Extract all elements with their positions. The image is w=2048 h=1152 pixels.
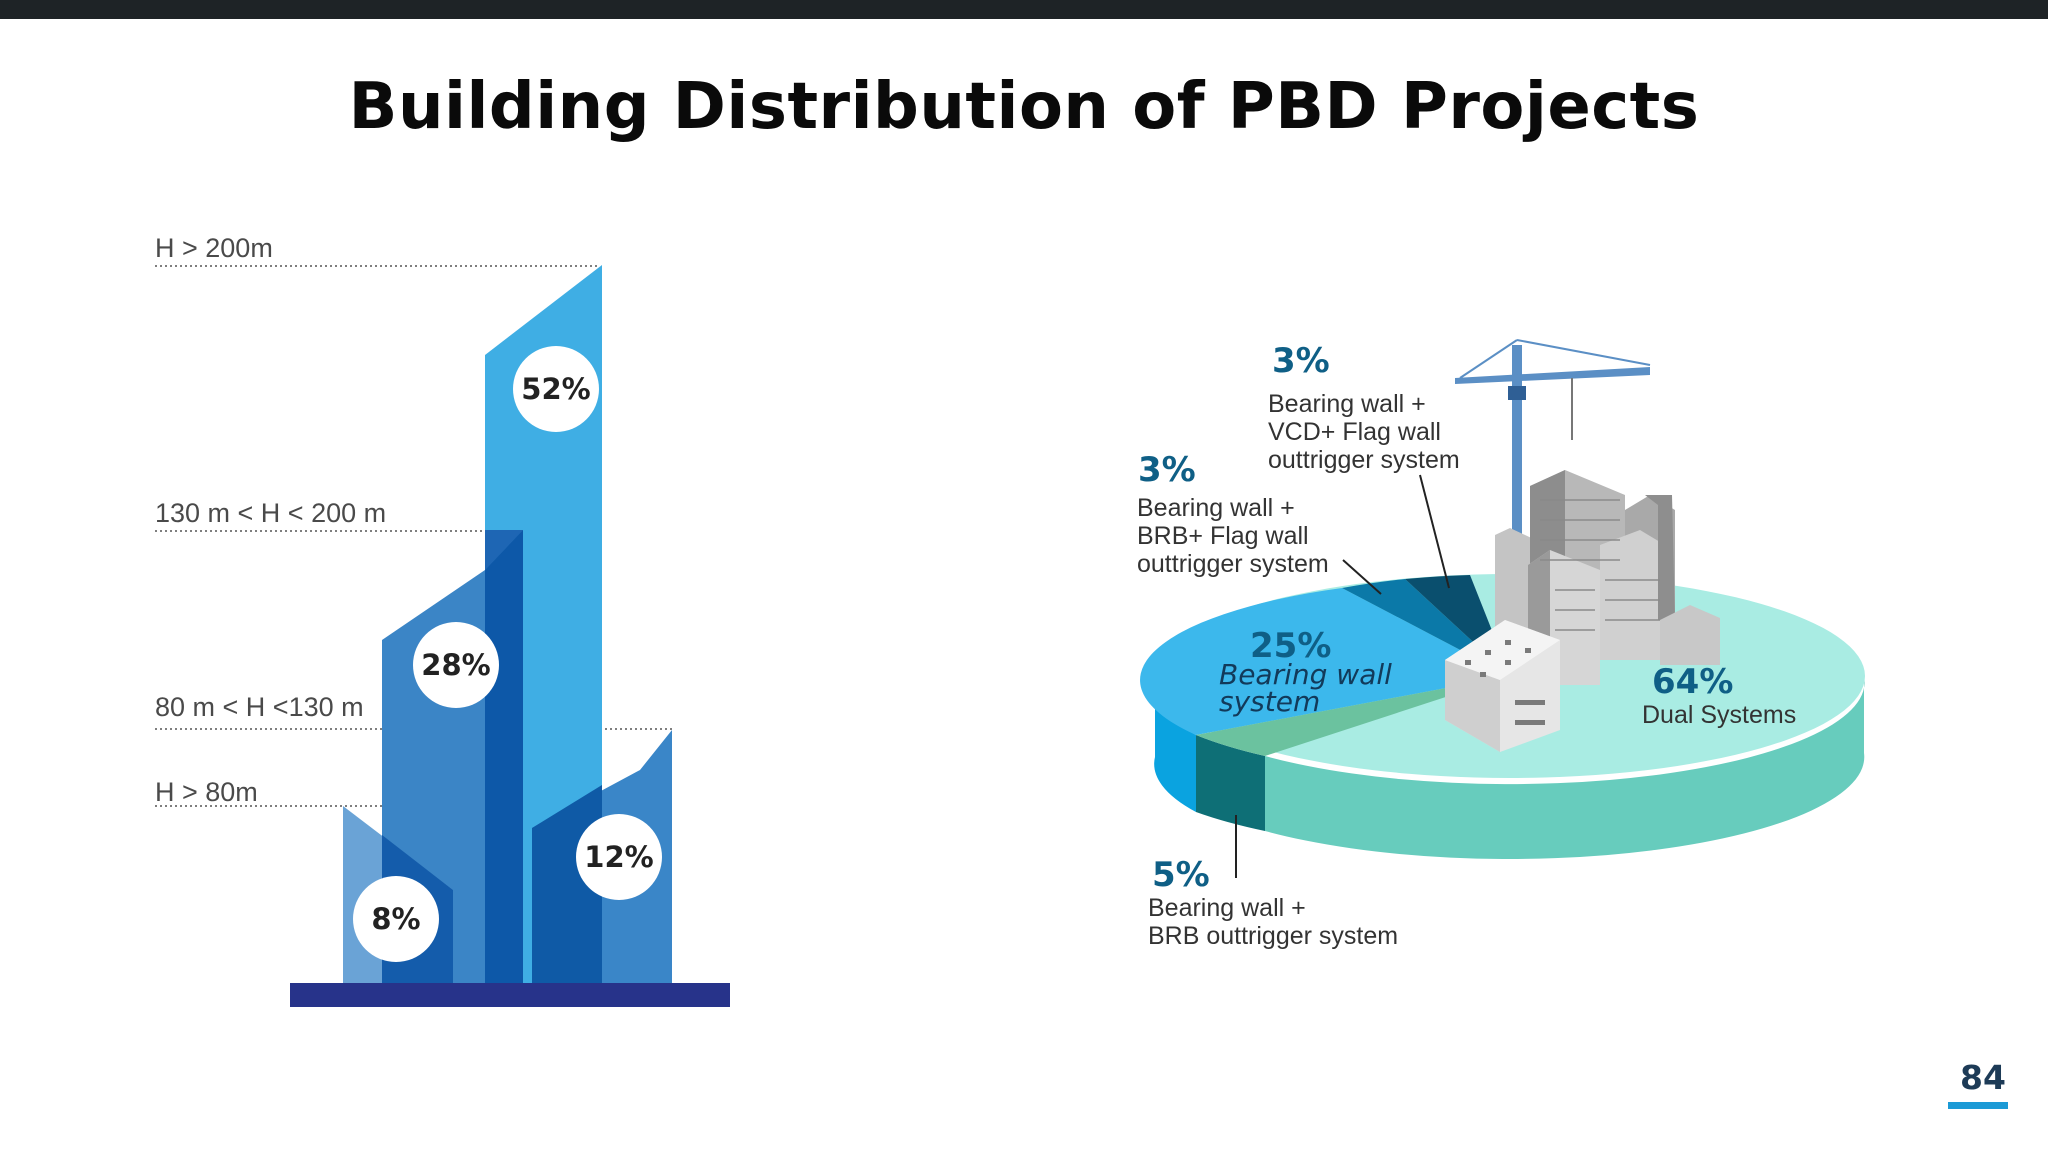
- pie-side-brb: [1196, 735, 1265, 831]
- pct-label-8: 8%: [371, 902, 420, 936]
- height-label-1: 130 m < H < 200 m: [155, 498, 386, 528]
- pie-side-dual: [1265, 676, 1865, 859]
- pie-top-brb: [1196, 676, 1510, 756]
- page-number-underline: [1948, 1102, 2008, 1109]
- pie-label-dual-line-0: Dual Systems: [1642, 701, 1796, 729]
- pie-label-brb-line-0: Bearing wall +: [1148, 894, 1306, 922]
- pie-label-vcd-pct: 3%: [1272, 341, 1330, 381]
- pct-circle-52: [513, 346, 599, 432]
- city-buildings: [1445, 470, 1720, 752]
- height-label-2: 80 m < H <130 m: [155, 692, 364, 722]
- pct-circle-28: [413, 622, 499, 708]
- pie-chart: 3% Bearing wall + VCD+ Flag wall outtrig…: [1137, 339, 1865, 950]
- pie-label-bearing-line-1: system: [1219, 685, 1320, 718]
- pie-label-bearing-pct: 25%: [1250, 626, 1331, 666]
- leader-brb-flag: [1342, 559, 1382, 595]
- pie-label-brbflag-line-0: Bearing wall +: [1137, 494, 1295, 522]
- pct-label-28: 28%: [421, 648, 490, 682]
- height-label-0: H > 200m: [155, 233, 273, 263]
- pie-label-vcd-line-2: outtrigger system: [1268, 446, 1460, 474]
- leader-vcd: [1419, 474, 1450, 589]
- pie-label-brb-pct: 5%: [1152, 855, 1210, 895]
- pie-label-vcd-line-0: Bearing wall +: [1268, 390, 1426, 418]
- pie-label-brbflag-line-2: outtrigger system: [1137, 550, 1329, 578]
- pct-circle-8: [353, 876, 439, 962]
- page-number: 84: [1960, 1058, 2006, 1097]
- height-label-3: H > 80m: [155, 777, 258, 807]
- building-28-dark: [485, 530, 523, 983]
- pct-circle-12: [576, 814, 662, 900]
- building-chart: H > 200m 130 m < H < 200 m 80 m < H <130…: [155, 233, 730, 1007]
- pie-label-brbflag-pct: 3%: [1138, 450, 1196, 490]
- pct-label-52: 52%: [521, 372, 590, 406]
- building-base: [290, 983, 730, 1007]
- slide-title: Building Distribution of PBD Projects: [348, 70, 1700, 144]
- pie-label-brbflag-line-1: BRB+ Flag wall: [1137, 522, 1309, 550]
- window-top-bar: [0, 0, 2048, 19]
- pie-label-bearing-line-0: Bearing wall: [1219, 658, 1392, 691]
- pie-label-brb-line-1: BRB outtrigger system: [1148, 922, 1398, 950]
- pie-label-vcd-line-1: VCD+ Flag wall: [1268, 418, 1441, 446]
- pct-label-12: 12%: [584, 840, 653, 874]
- pie-top-bearing: [1140, 588, 1510, 735]
- pie-label-dual-pct: 64%: [1652, 662, 1733, 702]
- tower-crane: [1455, 339, 1651, 535]
